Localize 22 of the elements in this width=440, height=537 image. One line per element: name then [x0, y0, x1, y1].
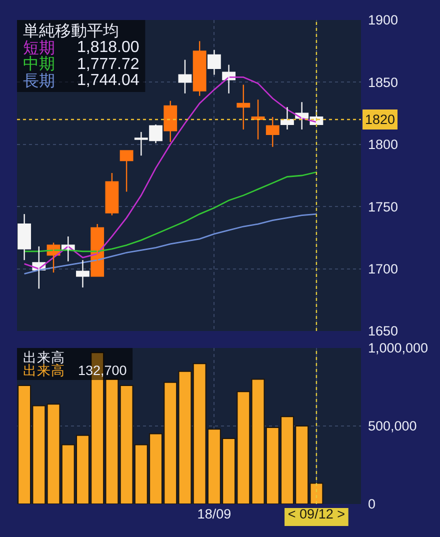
legend-title: 単純移動平均 — [23, 23, 119, 40]
y-tick-label: 1800 — [368, 137, 398, 152]
annotation: 132,700 — [78, 363, 127, 378]
text: 長期 — [23, 72, 55, 90]
y-tick-label: 500,000 — [368, 418, 417, 434]
annotation: 1,777.72 — [77, 56, 140, 73]
annotation: 1,818.00 — [77, 39, 140, 56]
y-tick-label: 0 — [368, 496, 376, 512]
text: 中期 — [23, 55, 55, 73]
y-tick-label: 1750 — [368, 199, 398, 214]
ref-line-label: 1820 — [365, 112, 396, 127]
y-tick-label: 1900 — [368, 12, 398, 28]
text: 短期 — [23, 39, 55, 57]
y-tick-label: 1,000,000 — [368, 340, 428, 356]
annotation: 1,744.04 — [77, 72, 140, 89]
y-tick-label: 1700 — [368, 262, 398, 277]
x-tick-label: 18/09 — [197, 506, 232, 522]
y-tick-label: 1650 — [368, 324, 398, 339]
series-label: 出来高 — [23, 363, 65, 378]
x-tick-label: < 09/12 > — [288, 506, 346, 522]
legend-title: 出来高 — [23, 350, 65, 365]
y-tick-label: 1850 — [368, 74, 398, 90]
